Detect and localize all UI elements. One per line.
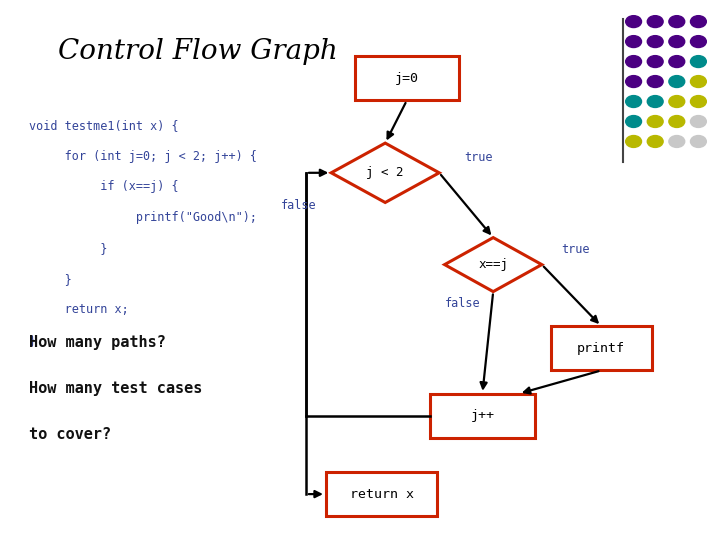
Text: }: } — [29, 242, 107, 255]
Circle shape — [669, 96, 685, 107]
Text: true: true — [562, 243, 590, 256]
Text: How many test cases: How many test cases — [29, 381, 202, 396]
Circle shape — [626, 96, 642, 107]
Text: if (x==j) {: if (x==j) { — [29, 180, 179, 193]
Circle shape — [690, 96, 706, 107]
Circle shape — [647, 96, 663, 107]
Polygon shape — [445, 238, 542, 292]
Text: true: true — [464, 151, 493, 164]
Circle shape — [626, 136, 642, 147]
Circle shape — [647, 36, 663, 48]
Circle shape — [690, 76, 706, 87]
Circle shape — [647, 76, 663, 87]
Text: false: false — [281, 199, 317, 212]
Circle shape — [626, 76, 642, 87]
Circle shape — [669, 76, 685, 87]
Text: Control Flow Graph: Control Flow Graph — [58, 38, 338, 65]
Circle shape — [669, 56, 685, 68]
Circle shape — [690, 56, 706, 68]
Circle shape — [647, 16, 663, 28]
Circle shape — [626, 16, 642, 28]
Text: void testme1(int x) {: void testme1(int x) { — [29, 119, 179, 132]
Circle shape — [626, 36, 642, 48]
Text: j++: j++ — [470, 409, 495, 422]
Text: for (int j=0; j < 2; j++) {: for (int j=0; j < 2; j++) { — [29, 150, 257, 163]
Circle shape — [669, 136, 685, 147]
Text: }: } — [29, 334, 36, 347]
Circle shape — [626, 116, 642, 127]
Text: How many paths?: How many paths? — [29, 335, 166, 350]
FancyBboxPatch shape — [325, 472, 438, 516]
FancyBboxPatch shape — [354, 56, 459, 100]
Text: printf("Good\n");: printf("Good\n"); — [29, 211, 257, 224]
Text: return x;: return x; — [29, 303, 129, 316]
Polygon shape — [331, 143, 439, 202]
Circle shape — [690, 116, 706, 127]
Text: false: false — [444, 297, 480, 310]
Text: x==j: x==j — [478, 258, 508, 271]
Text: printf: printf — [577, 342, 625, 355]
Circle shape — [690, 36, 706, 48]
Circle shape — [669, 16, 685, 28]
Circle shape — [626, 56, 642, 68]
Circle shape — [690, 16, 706, 28]
Text: j=0: j=0 — [395, 72, 419, 85]
Text: to cover?: to cover? — [29, 427, 111, 442]
FancyBboxPatch shape — [551, 326, 652, 370]
Text: return x: return x — [350, 488, 413, 501]
Circle shape — [669, 36, 685, 48]
Text: }: } — [29, 273, 71, 286]
Circle shape — [647, 136, 663, 147]
Circle shape — [669, 116, 685, 127]
Circle shape — [647, 56, 663, 68]
Circle shape — [647, 116, 663, 127]
Text: j < 2: j < 2 — [366, 166, 404, 179]
Circle shape — [690, 136, 706, 147]
FancyBboxPatch shape — [431, 394, 534, 438]
